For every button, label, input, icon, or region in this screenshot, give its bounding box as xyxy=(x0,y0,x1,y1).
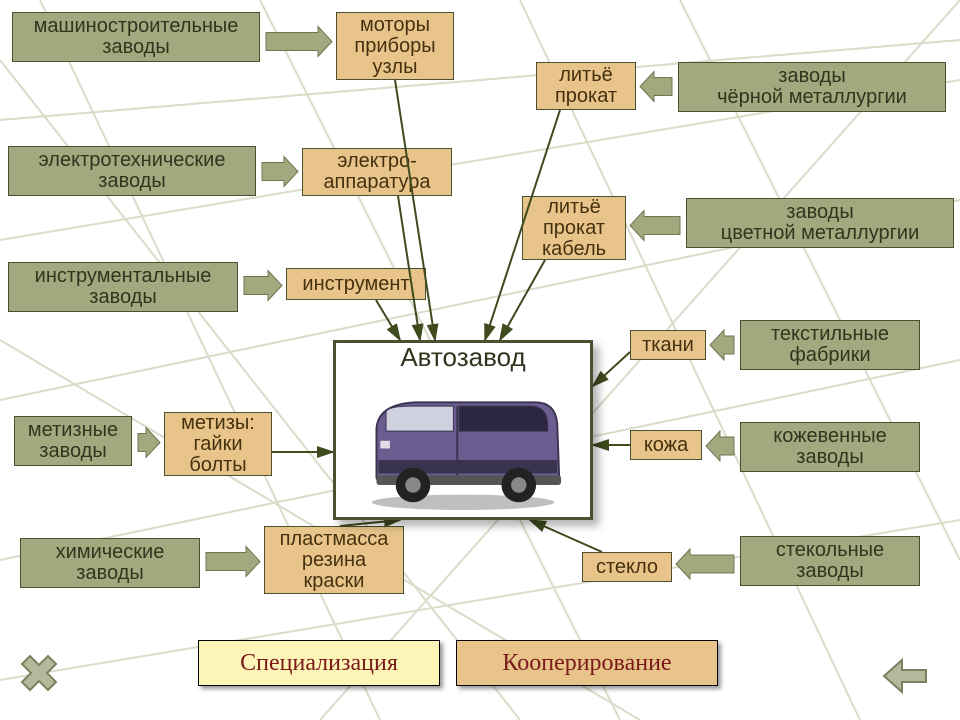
product-label: метизы: гайки болты xyxy=(181,413,255,476)
product-box: литьё прокат кабель xyxy=(522,196,626,260)
factory-label: метизные заводы xyxy=(28,420,118,462)
product-label: кожа xyxy=(644,435,688,456)
product-box: пластмасса резина краски xyxy=(264,526,404,594)
factory-label: стекольные заводы xyxy=(776,540,884,582)
factory-box: электротехнические заводы xyxy=(8,146,256,196)
factory-label: машиностроительные заводы xyxy=(34,16,239,58)
product-label: стекло xyxy=(596,557,658,578)
factory-box: машиностроительные заводы xyxy=(12,12,260,62)
product-box: ткани xyxy=(630,330,706,360)
factory-box: заводы цветной металлургии xyxy=(686,198,954,248)
legend-specialization[interactable]: Специализация xyxy=(198,640,440,686)
factory-label: электротехнические заводы xyxy=(39,150,226,192)
van-illustration xyxy=(353,385,573,510)
factory-box: инструментальные заводы xyxy=(8,262,238,312)
product-box: электро- аппаратура xyxy=(302,148,452,196)
factory-label: химические заводы xyxy=(56,542,165,584)
factory-label: кожевенные заводы xyxy=(773,426,887,468)
next-arrow-icon[interactable] xyxy=(880,650,932,702)
factory-label: заводы чёрной металлургии xyxy=(717,66,907,108)
factory-box: текстильные фабрики xyxy=(740,320,920,370)
product-label: пластмасса резина краски xyxy=(280,529,389,592)
product-label: инструмент xyxy=(302,274,409,295)
legend-cooperation[interactable]: Кооперирование xyxy=(456,640,718,686)
product-box: литьё прокат xyxy=(536,62,636,110)
product-label: электро- аппаратура xyxy=(323,151,430,193)
product-label: ткани xyxy=(642,335,694,356)
factory-label: заводы цветной металлургии xyxy=(721,202,920,244)
product-box: моторы приборы узлы xyxy=(336,12,454,80)
product-label: моторы приборы узлы xyxy=(354,15,435,78)
product-label: литьё прокат xyxy=(555,65,617,107)
factory-box: химические заводы xyxy=(20,538,200,588)
factory-box: метизные заводы xyxy=(14,416,132,466)
factory-box: стекольные заводы xyxy=(740,536,920,586)
factory-label: текстильные фабрики xyxy=(771,324,889,366)
product-box: стекло xyxy=(582,552,672,582)
product-box: инструмент xyxy=(286,268,426,300)
product-box: метизы: гайки болты xyxy=(164,412,272,476)
close-icon[interactable] xyxy=(16,650,62,696)
product-box: кожа xyxy=(630,430,702,460)
product-label: литьё прокат кабель xyxy=(542,197,606,260)
factory-box: кожевенные заводы xyxy=(740,422,920,472)
factory-label: инструментальные заводы xyxy=(35,266,212,308)
factory-box: заводы чёрной металлургии xyxy=(678,62,946,112)
center-title: Автозавод xyxy=(333,342,593,373)
